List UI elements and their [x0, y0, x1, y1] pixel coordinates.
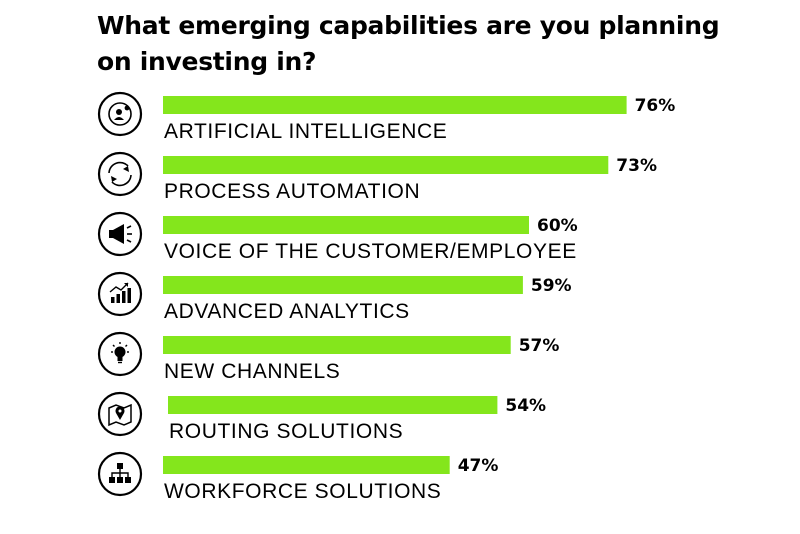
megaphone-icon [97, 211, 143, 257]
category-label: ARTIFICIAL INTELLIGENCE [164, 120, 447, 143]
bar-routing-solutions [168, 396, 498, 414]
chart-title: What emerging capabilities are you plann… [97, 11, 720, 76]
lightbulb-icon [97, 331, 143, 377]
map-pin-icon [97, 391, 143, 437]
category-label: VOICE OF THE CUSTOMER/EMPLOYEE [164, 240, 577, 263]
org-chart-icon [97, 451, 143, 497]
category-label: ADVANCED ANALYTICS [164, 300, 410, 323]
category-label: PROCESS AUTOMATION [164, 180, 420, 203]
growth-chart-icon [97, 271, 143, 317]
ai-head-icon [97, 91, 143, 137]
value-label: 54% [505, 396, 546, 416]
value-label: 60% [537, 216, 578, 236]
value-label: 57% [519, 336, 560, 356]
category-label: WORKFORCE SOLUTIONS [164, 480, 441, 503]
bar-workforce-solutions [163, 456, 450, 474]
bar-new-channels [163, 336, 511, 354]
bar-process-automation [163, 156, 609, 174]
value-label: 59% [531, 276, 572, 296]
value-label: 76% [635, 96, 676, 116]
bar-artificial-intelligence [163, 96, 627, 114]
category-label: NEW CHANNELS [164, 360, 340, 383]
value-label: 73% [616, 156, 657, 176]
value-label: 47% [458, 456, 499, 476]
bar-advanced-analytics [163, 276, 523, 294]
refresh-cycle-icon [97, 151, 143, 197]
bar-voice-of-the-customer-employee [163, 216, 529, 234]
category-label: ROUTING SOLUTIONS [169, 420, 403, 443]
